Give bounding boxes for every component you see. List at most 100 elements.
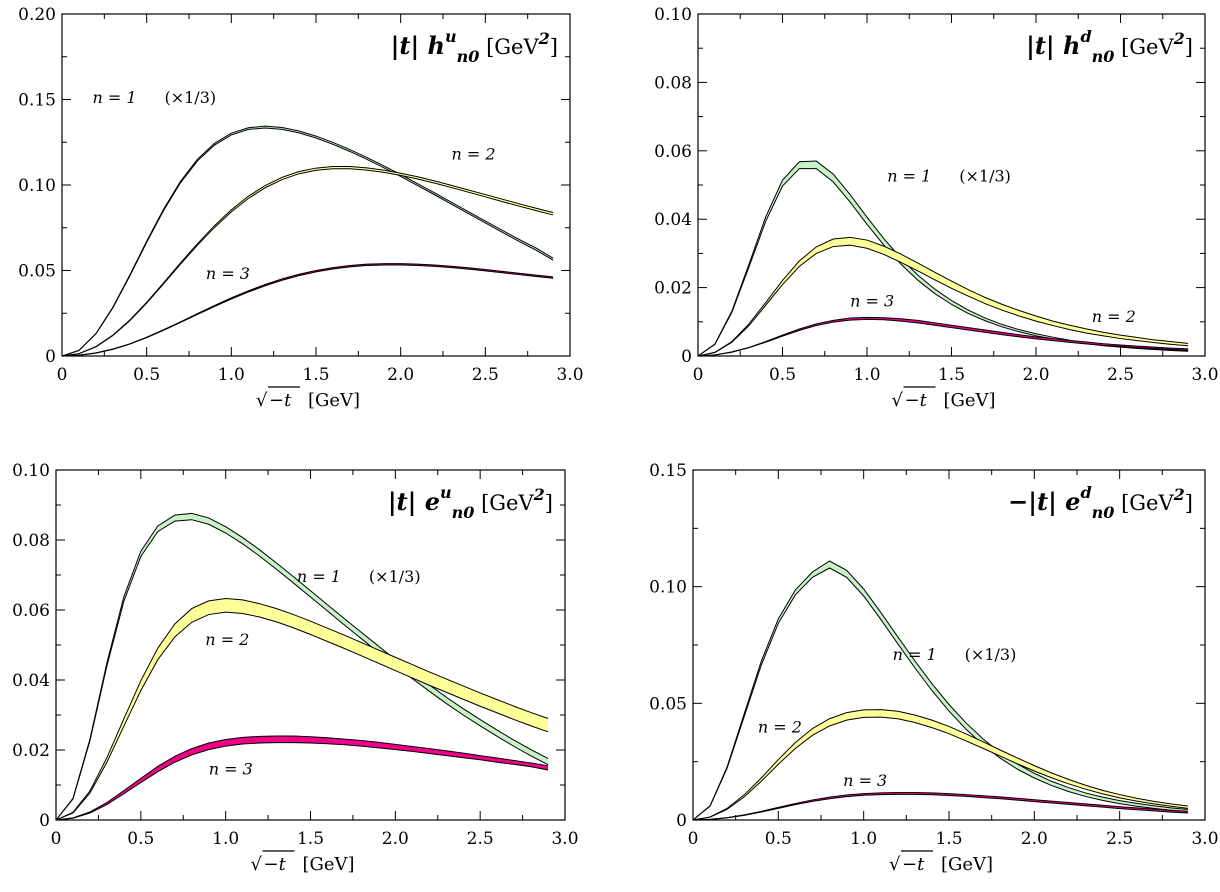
band-n1-lower-edge (698, 168, 1189, 356)
panel-title-sub: n0 (1092, 503, 1115, 522)
x-axis-label-sqrt: √ (256, 390, 268, 411)
panel-title-unit: [GeV (474, 491, 534, 515)
panel-title-unit-end: ] (1185, 491, 1193, 515)
panel-title: |t| hdn0 [GeV2] (1026, 27, 1193, 66)
panel-title-sup: d (1080, 27, 1091, 46)
panel-title-prefix: |t| (388, 487, 425, 516)
x-axis-label-sqrt: √ (889, 854, 901, 875)
x-axis-label-sqrt: √ (892, 390, 904, 411)
y-tick-label: 0.10 (649, 578, 687, 598)
panel-title-text: |t| hun0 [GeV2] (391, 27, 558, 66)
x-tick-label: 0 (688, 829, 699, 849)
series-note-n1: (×1/3) (959, 167, 1011, 186)
x-tick-label: 2.5 (1106, 829, 1133, 849)
panel-title-symbol: h (1063, 31, 1080, 60)
x-tick-label: 0.5 (765, 829, 792, 849)
y-tick-label: 0.15 (18, 91, 56, 111)
panel-title-symbol: h (428, 31, 445, 60)
series-note-n1: (×1/3) (369, 567, 421, 586)
panel-bottom-left: 0 0.5 1.0 1.5 2.0 2.5 3.0 0 0.02 0.04 0.06 0.08 0.10… (12, 461, 578, 875)
panel-top-right: 0 0.5 1.0 1.5 2.0 2.5 3.0 0 0.02 0.04 0.06 0.08 0.10… (654, 5, 1218, 411)
x-axis-label-unit: [GeV] (944, 390, 996, 411)
panel-title-unit-end: ] (1185, 35, 1193, 59)
panel-title-sub: n0 (457, 47, 480, 66)
x-axis-label: √ −t [GeV] (251, 850, 355, 875)
x-axis-label-arg: −t (269, 390, 292, 411)
x-axis-label: √ −t [GeV] (256, 386, 360, 411)
y-tick-label: 0.05 (18, 262, 56, 282)
y-tick-label: 0.20 (18, 5, 56, 25)
panel-title-sup: u (440, 483, 452, 502)
y-tick-label: 0 (45, 347, 56, 367)
x-tick-label: 0 (51, 829, 62, 849)
band-n1-upper-edge (62, 125, 554, 356)
panel-title: −|t| edn0 [GeV2] (1008, 483, 1193, 522)
x-tick-label: 0.5 (769, 365, 796, 385)
y-tick-label: 0.05 (649, 694, 687, 714)
band-n2-upper-edge (56, 597, 549, 820)
band-n3 (698, 317, 1189, 356)
y-tick-label: 0 (676, 811, 687, 831)
y-tick-label: 0 (681, 347, 692, 367)
y-tick-label: 0.06 (12, 601, 50, 621)
panel-title: |t| hun0 [GeV2] (391, 27, 558, 66)
y-tick-label: 0.06 (654, 142, 692, 162)
panel-title-sub: n0 (1092, 47, 1115, 66)
band-n2-upper-edge (62, 166, 554, 356)
x-tick-label: 0.5 (133, 365, 160, 385)
x-tick-label: 1.5 (302, 365, 329, 385)
y-tick-label: 0.15 (649, 461, 687, 481)
panel-title-text: |t| eun0 [GeV2] (388, 483, 553, 522)
bands (698, 160, 1189, 356)
x-axis-label-unit: [GeV] (303, 854, 355, 875)
series-label-n2: n = 2 (1092, 307, 1136, 326)
y-tick-label: 0.02 (654, 279, 692, 299)
plot-frame (55, 469, 566, 821)
x-tick-label: 1.0 (212, 829, 239, 849)
x-tick-label: 2.5 (1107, 365, 1134, 385)
x-tick-label: 1.5 (935, 829, 962, 849)
band-n3-lower-edge (56, 742, 549, 820)
panel-title-symbol: e (425, 487, 440, 516)
x-tick-label: 2.0 (1022, 365, 1049, 385)
x-axis-label-arg: −t (264, 854, 287, 875)
panel-title-prefix: −|t| (1008, 487, 1065, 516)
band-n3-lower-edge (698, 318, 1189, 356)
band-n1-lower-edge (56, 519, 549, 820)
series-label-n1: n = 1 (92, 88, 136, 107)
series-label-n2: n = 2 (205, 630, 249, 649)
panel-title-sub: n0 (452, 503, 475, 522)
band-n1-upper-edge (693, 560, 1188, 820)
panel-bottom-right: 0 0.5 1.0 1.5 2.0 2.5 3.0 0 0.05 0.10 0.15 √ −t [GeV]… (649, 461, 1218, 875)
band-n2-upper-edge (693, 709, 1188, 820)
x-axis-label-sqrt: √ (251, 854, 263, 875)
panel-title-unit: [GeV (1114, 35, 1174, 59)
x-axis-label-unit: [GeV] (308, 390, 360, 411)
x-axis-label-arg: −t (905, 390, 928, 411)
x-tick-label: 3.0 (556, 365, 583, 385)
x-tick-label: 2.5 (467, 829, 494, 849)
x-tick-label: 3.0 (1191, 365, 1218, 385)
band-n2-lower-edge (698, 244, 1189, 356)
y-tick-label: 0 (39, 811, 50, 831)
band-n2-lower-edge (62, 168, 554, 356)
panel-title-text: |t| hdn0 [GeV2] (1026, 27, 1193, 66)
series-label-n3: n = 3 (209, 760, 253, 779)
band-n1-lower-edge (693, 567, 1188, 820)
panel-title-text: −|t| edn0 [GeV2] (1008, 483, 1193, 522)
series-label-n1: n = 1 (887, 167, 931, 186)
x-tick-label: 1.5 (297, 829, 324, 849)
band-n1-lower-edge (62, 127, 554, 356)
band-n3 (56, 736, 549, 820)
y-tick-label: 0.04 (12, 671, 50, 691)
x-tick-label: 1.0 (218, 365, 245, 385)
panel-title-unit-sup: 2 (533, 485, 545, 504)
panel-title-unit-sup: 2 (1173, 29, 1185, 48)
panel-title-sup: d (1080, 483, 1091, 502)
panel-title-unit-end: ] (545, 491, 553, 515)
bands (56, 512, 549, 820)
x-tick-label: 0 (693, 365, 704, 385)
x-axis-label-unit: [GeV] (941, 854, 993, 875)
band-n2-upper-edge (698, 236, 1189, 356)
